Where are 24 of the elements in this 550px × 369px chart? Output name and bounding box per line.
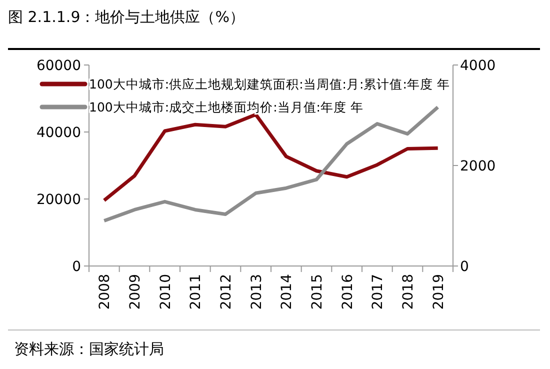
y2-tick-label: 4000 <box>460 58 496 74</box>
x-tick-label: 2015 <box>310 274 326 310</box>
y-tick-label: 40000 <box>36 125 81 141</box>
x-tick-label: 2016 <box>340 274 356 310</box>
x-tick-label: 2009 <box>128 274 144 310</box>
line-series <box>102 112 440 202</box>
legend-label: 100大中城市:成交土地楼面均价:当月值:年度 年 <box>89 100 364 114</box>
x-tick-label: 2017 <box>370 274 386 310</box>
y-tick-label: 20000 <box>36 192 81 208</box>
x-tick-label: 2011 <box>188 274 204 310</box>
x-tick-label: 2014 <box>279 274 296 310</box>
y2-tick-label: 0 <box>460 259 469 275</box>
y2-tick-label: 2000 <box>460 158 496 174</box>
y-tick-label: 0 <box>72 259 81 275</box>
x-tick-label: 2013 <box>248 274 265 310</box>
text: 资料来源：国家统计局 <box>14 340 164 358</box>
x-tick-label: 2012 <box>218 274 234 310</box>
chart-title: 图 2.1.1.9：地价与土地供应（%） <box>8 8 244 26</box>
legend-label: 100大中城市:供应土地规划建筑面积:当周值:月:累计值:年度 年 <box>89 76 450 92</box>
x-tick-label: 2019 <box>430 274 447 310</box>
x-tick-label: 2008 <box>97 274 114 310</box>
y-tick-label: 60000 <box>36 58 81 74</box>
x-tick-label: 2010 <box>158 274 174 310</box>
x-tick-label: 2018 <box>400 274 416 310</box>
